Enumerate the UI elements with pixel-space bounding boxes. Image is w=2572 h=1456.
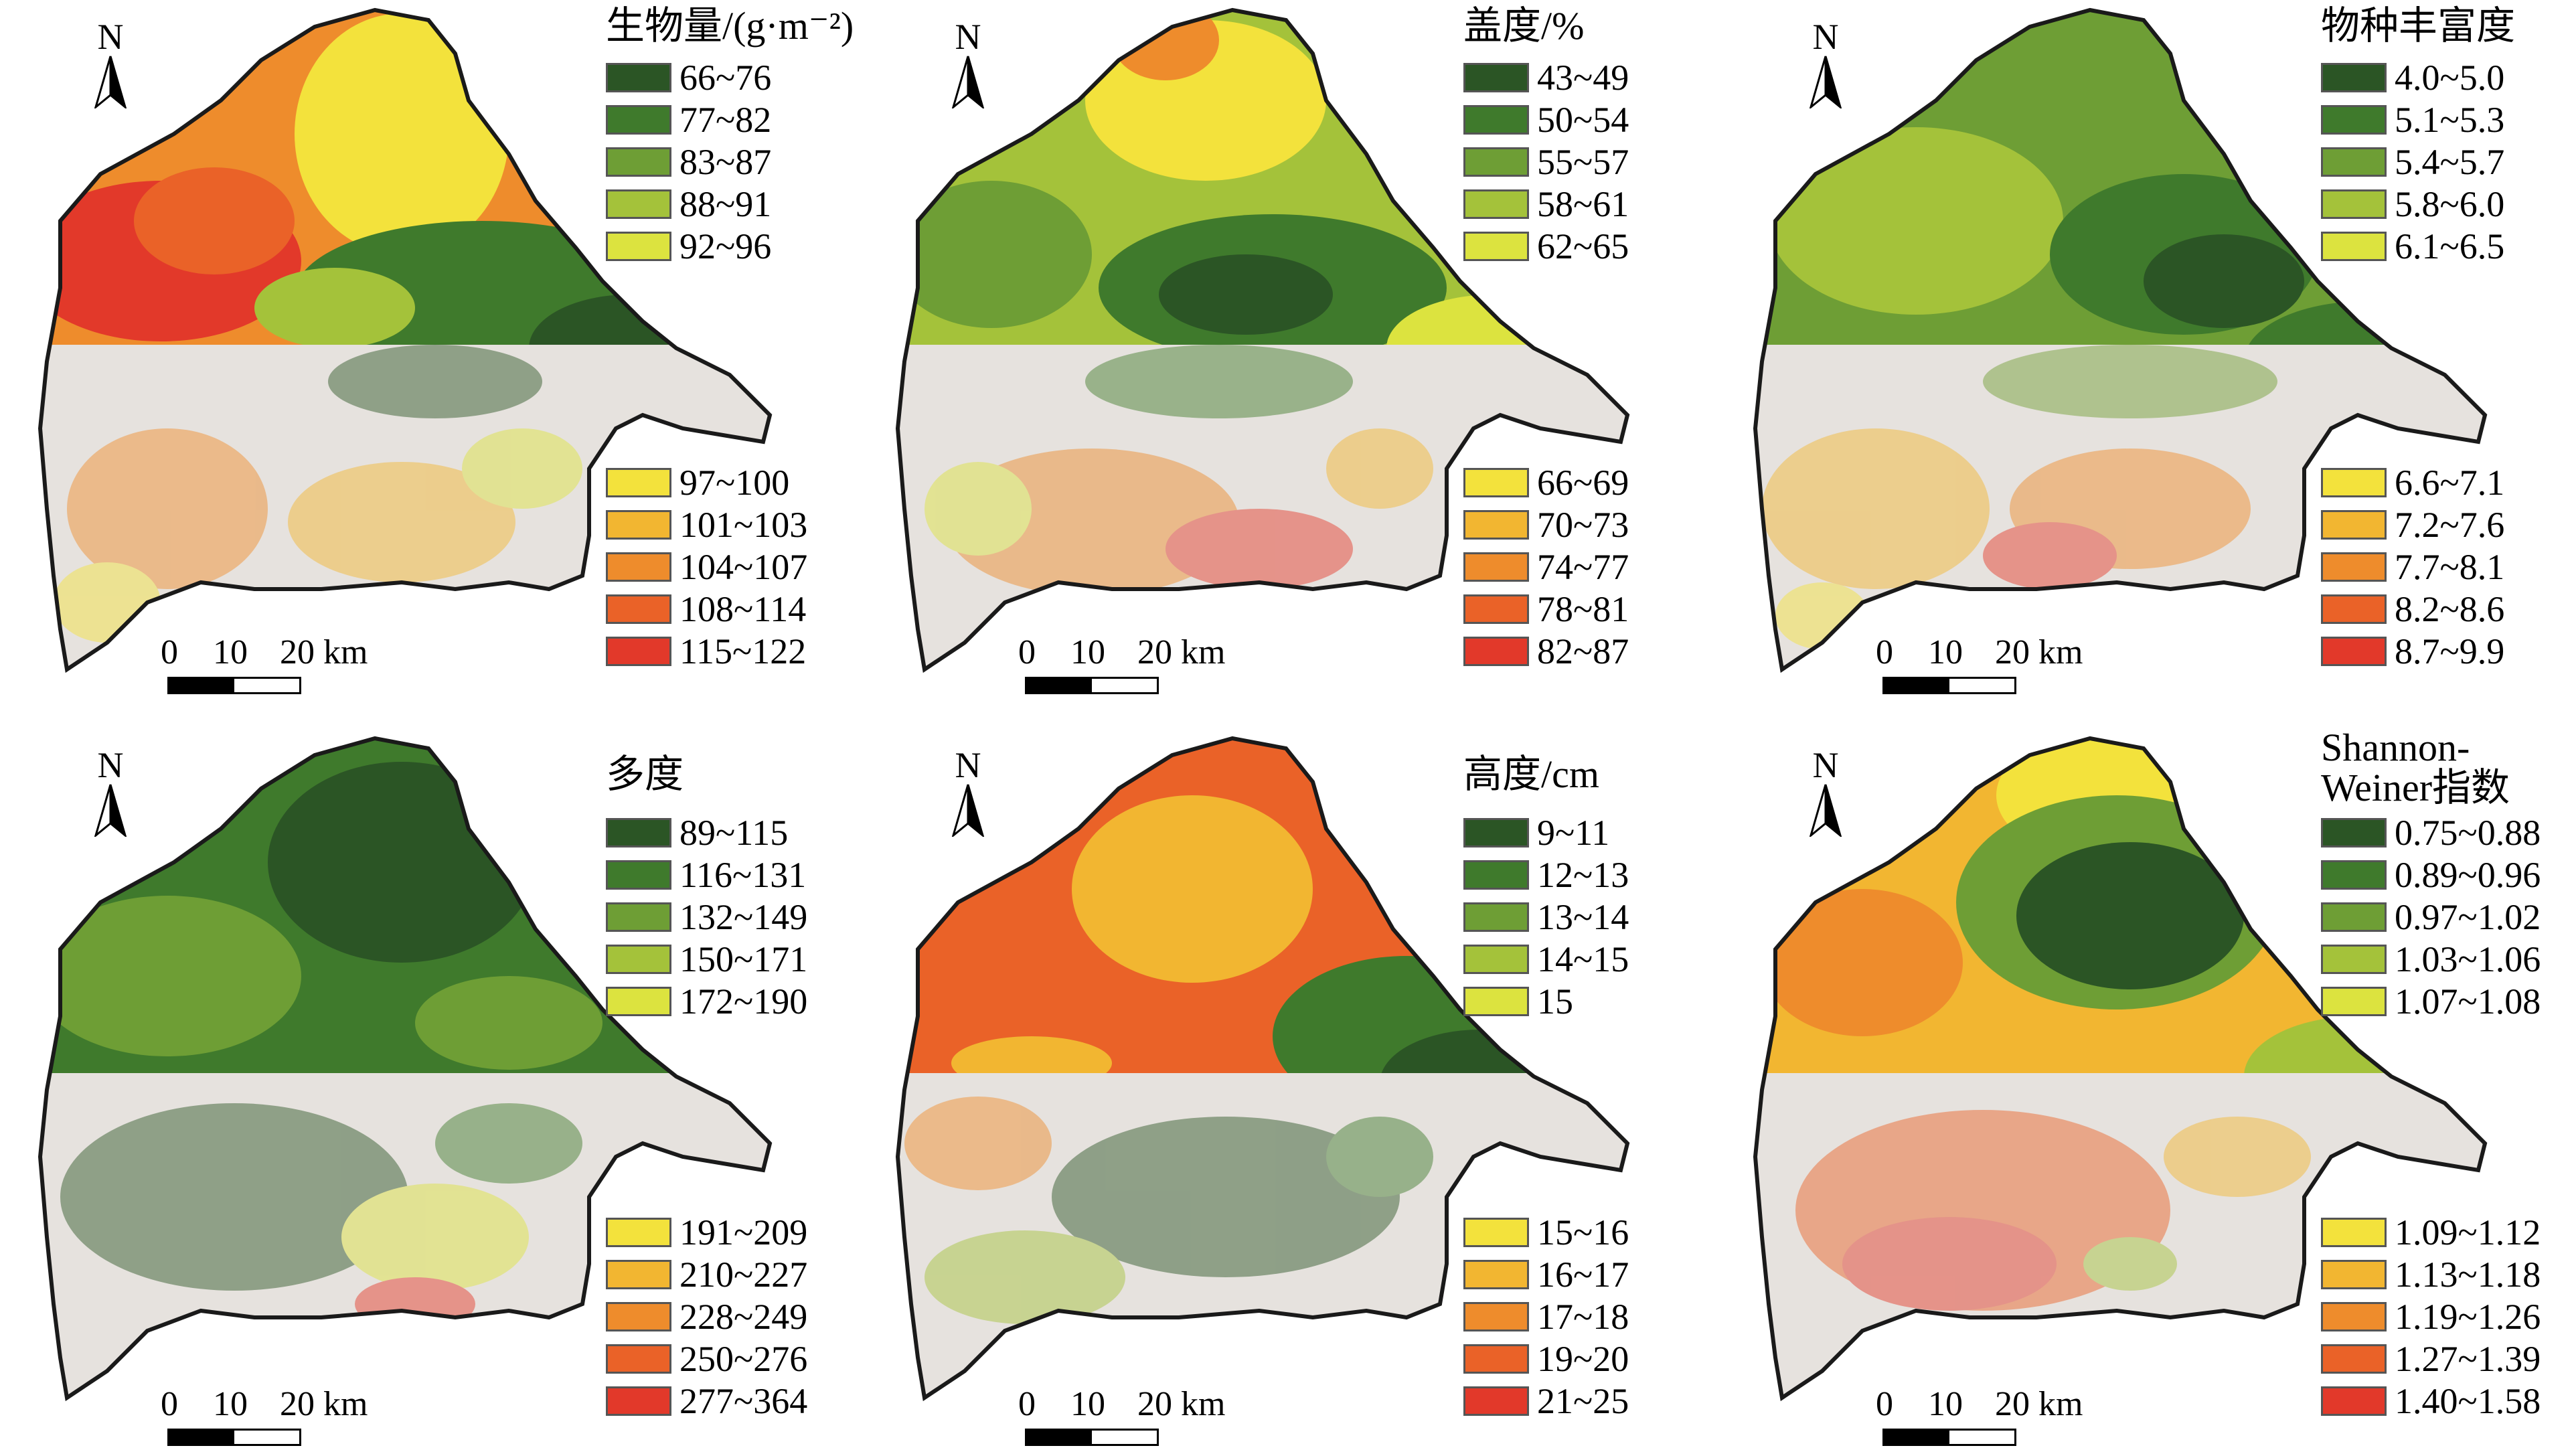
legend-title: 生物量/(g·m⁻²) [606, 4, 854, 48]
north-label: N [955, 745, 981, 785]
north-arrow: N [948, 19, 988, 112]
panel-species-richness: N 0 10 20 km 物种丰富度 4.0~5.0 5.1~5.3 5.4~5… [1715, 0, 2572, 728]
scale-tick: 20 km [280, 633, 368, 671]
panel-shannon-weiner: N 0 10 20 km Shannon- Weiner指数 0.75~0.88… [1715, 728, 2572, 1456]
scale-tick: 10 [1928, 1385, 1963, 1423]
scale-tick: 0 [1018, 1385, 1036, 1423]
north-arrow: N [948, 747, 988, 840]
scale-tick: 10 [1070, 1385, 1105, 1423]
north-label: N [1812, 17, 1839, 57]
north-arrow: N [90, 19, 131, 112]
scale-tick: 0 [1018, 633, 1036, 671]
north-arrow: N [1805, 19, 1846, 112]
north-label: N [955, 17, 981, 57]
scale-tick: 0 [161, 1385, 178, 1423]
scale-tick: 20 km [1995, 633, 2083, 671]
scale-tick: 0 [1876, 1385, 1893, 1423]
legend-title: 盖度/% [1463, 4, 1585, 48]
legend-title-line-1: Shannon- [2321, 728, 2470, 769]
scale-tick: 10 [1070, 633, 1105, 671]
legend-title: 多度 [606, 752, 684, 796]
abundance-map [37, 736, 773, 1402]
legend-title: 物种丰富度 [2321, 4, 2516, 48]
north-label: N [97, 745, 124, 785]
scale-tick: 10 [1928, 633, 1963, 671]
scale-tick: 20 km [1137, 1385, 1226, 1423]
scale-tick: 20 km [280, 1385, 368, 1423]
scale-tick: 20 km [1995, 1385, 2083, 1423]
scale-tick: 10 [213, 1385, 248, 1423]
scale-tick: 0 [161, 633, 178, 671]
panel-coverage: N 0 10 20 km 盖度/% 43~49 50~54 55~57 58~6… [858, 0, 1714, 728]
scale-tick: 10 [213, 633, 248, 671]
north-arrow: N [90, 747, 131, 840]
north-arrow-icon [1809, 784, 1842, 839]
panel-height: N 0 10 20 km 高度/cm 9~11 12~13 13~14 14~1… [858, 728, 1714, 1456]
scale-tick: 20 km [1137, 633, 1226, 671]
north-arrow-icon [94, 56, 127, 110]
north-arrow-icon [1809, 56, 1842, 110]
north-arrow-icon [94, 784, 127, 839]
panel-biomass: N 0 10 20 km 生物量/(g·m⁻²) 66~76 77~82 83~… [0, 0, 857, 728]
north-arrow-icon [951, 56, 985, 110]
north-label: N [1812, 745, 1839, 785]
north-arrow: N [1805, 747, 1846, 840]
north-label: N [97, 17, 124, 57]
legend-title: 高度/cm [1463, 752, 1599, 796]
scale-tick: 0 [1876, 633, 1893, 671]
coverage-map [895, 7, 1630, 673]
legend-title-line-2: Weiner指数 [2321, 766, 2510, 809]
panel-abundance: N 0 10 20 km 多度 89~115 116~131 132~149 1… [0, 728, 857, 1456]
north-arrow-icon [951, 784, 985, 839]
